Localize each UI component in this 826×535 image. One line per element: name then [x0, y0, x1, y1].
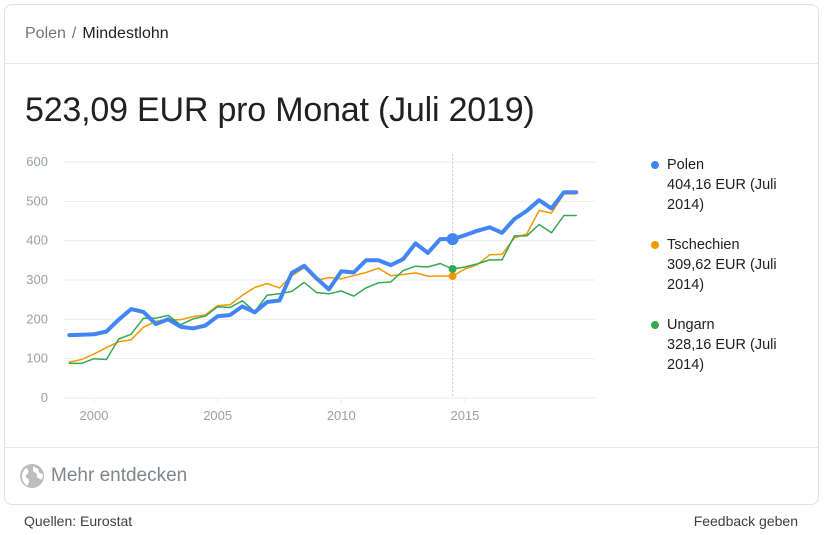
legend-dot-icon: [651, 321, 659, 329]
legend-dot-icon: [651, 241, 659, 249]
y-tick-label: 400: [26, 233, 48, 248]
legend-name: Ungarn: [667, 317, 715, 333]
y-tick-label: 100: [26, 351, 48, 366]
legend-value: 404,16 EUR (Juli 2014): [667, 177, 777, 213]
legend-dot-icon: [651, 161, 659, 169]
legend-item-ungarn: Ungarn 328,16 EUR (Juli 2014): [651, 315, 801, 375]
more-discover-button[interactable]: Mehr entdecken: [19, 463, 187, 489]
highlight-point-polen: [446, 233, 459, 246]
divider: [5, 447, 818, 448]
breadcrumb-parent[interactable]: Polen: [25, 25, 66, 42]
y-tick-label: 600: [26, 154, 48, 169]
x-axis-labels: 2000 2005 2010 2015: [80, 408, 480, 423]
sources-label: Quellen: Eurostat: [24, 513, 133, 529]
legend: Polen 404,16 EUR (Juli 2014) Tschechien …: [651, 155, 801, 395]
y-tick-label: 300: [26, 272, 48, 287]
y-axis-labels: 0 100 200 300 400 500 600: [26, 154, 48, 405]
globe-icon: [20, 464, 44, 488]
highlight-points: [446, 233, 459, 281]
x-tick-label: 2010: [327, 408, 356, 423]
series-line-ungarn: [68, 214, 577, 365]
y-tick-label: 200: [26, 311, 48, 326]
highlight-point-ungarn: [448, 264, 457, 273]
line-chart[interactable]: 0 100 200 300 400 500 600 2000 2005 2010 2015: [5, 147, 625, 437]
x-tick-label: 2000: [80, 408, 109, 423]
gridlines: [63, 161, 595, 403]
legend-value: 328,16 EUR (Juli 2014): [667, 337, 777, 373]
legend-value: 309,62 EUR (Juli 2014): [667, 257, 777, 293]
series-line-tschechien: [68, 193, 577, 363]
x-tick-label: 2015: [450, 408, 479, 423]
page-title: 523,09 EUR pro Monat (Juli 2019): [25, 91, 535, 129]
y-tick-label: 0: [41, 390, 48, 405]
x-tick-label: 2005: [203, 408, 232, 423]
breadcrumb: Polen / Mindestlohn: [25, 25, 169, 43]
knowledge-card: Polen / Mindestlohn 523,09 EUR pro Monat (…: [4, 4, 819, 505]
breadcrumb-separator: /: [71, 25, 77, 42]
legend-name: Tschechien: [667, 237, 740, 253]
legend-name: Polen: [667, 157, 705, 173]
y-tick-label: 500: [26, 193, 48, 208]
legend-item-polen: Polen 404,16 EUR (Juli 2014): [651, 155, 801, 215]
divider: [5, 63, 818, 64]
legend-item-tschechien: Tschechien 309,62 EUR (Juli 2014): [651, 235, 801, 295]
series-lines: [67, 190, 579, 365]
feedback-link[interactable]: Feedback geben: [693, 513, 798, 529]
series-line-polen: [67, 190, 579, 338]
breadcrumb-current: Mindestlohn: [82, 25, 169, 42]
highlight-point-tschechien: [448, 272, 457, 281]
more-discover-label: Mehr entdecken: [51, 465, 188, 486]
